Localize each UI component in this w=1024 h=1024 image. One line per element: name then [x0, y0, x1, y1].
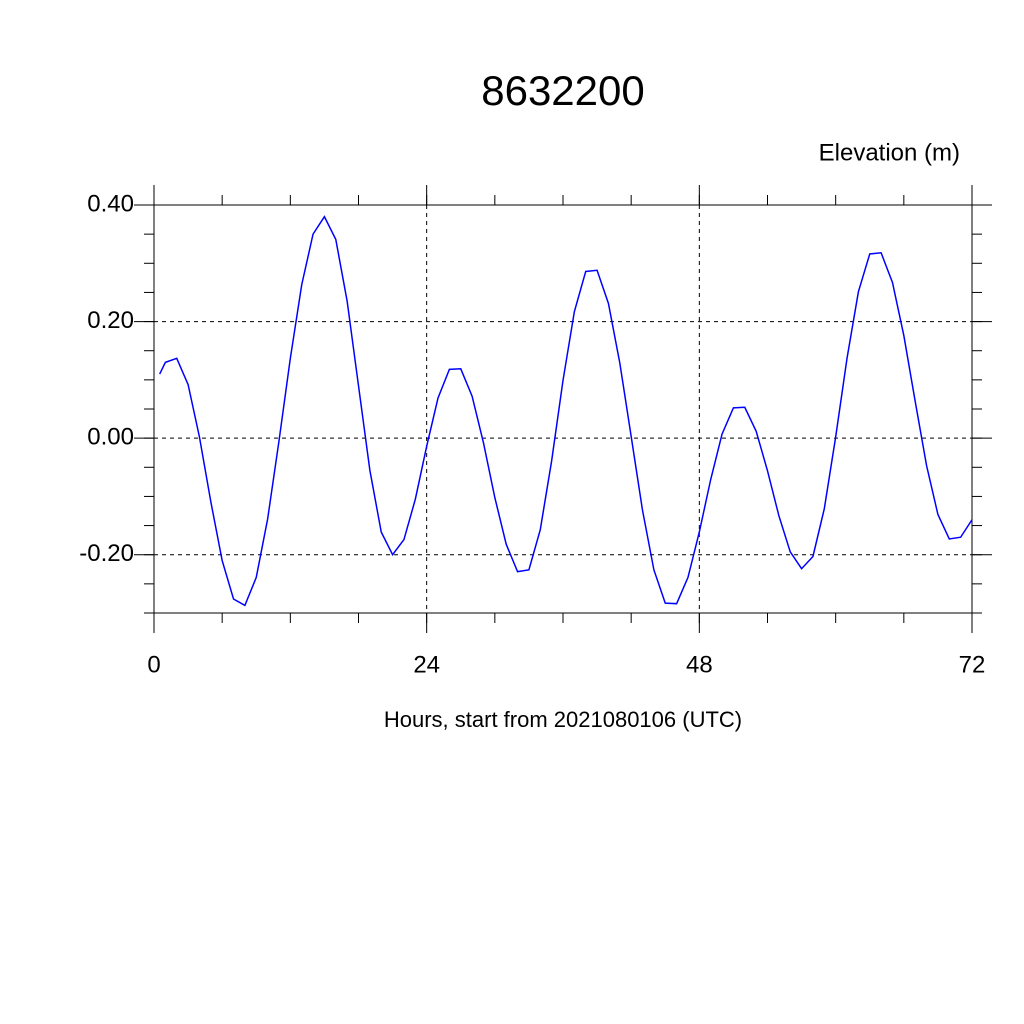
x-axis-label: Hours, start from 2021080106 (UTC)	[384, 707, 742, 732]
x-tick-label: 72	[959, 651, 986, 678]
plot-frame	[153, 204, 973, 614]
y-tick-label: 0.40	[87, 190, 134, 217]
chart-title: 8632200	[481, 67, 645, 114]
y-tick-label: 0.00	[87, 423, 134, 450]
y-axis-label: Elevation (m)	[819, 139, 960, 166]
data-line	[159, 215, 973, 607]
y-tick-label: 0.20	[87, 307, 134, 334]
x-tick-label: 24	[413, 651, 440, 678]
x-tick-label: 0	[147, 651, 160, 678]
x-tick-label: 48	[686, 651, 713, 678]
y-tick-label: -0.20	[79, 540, 134, 567]
